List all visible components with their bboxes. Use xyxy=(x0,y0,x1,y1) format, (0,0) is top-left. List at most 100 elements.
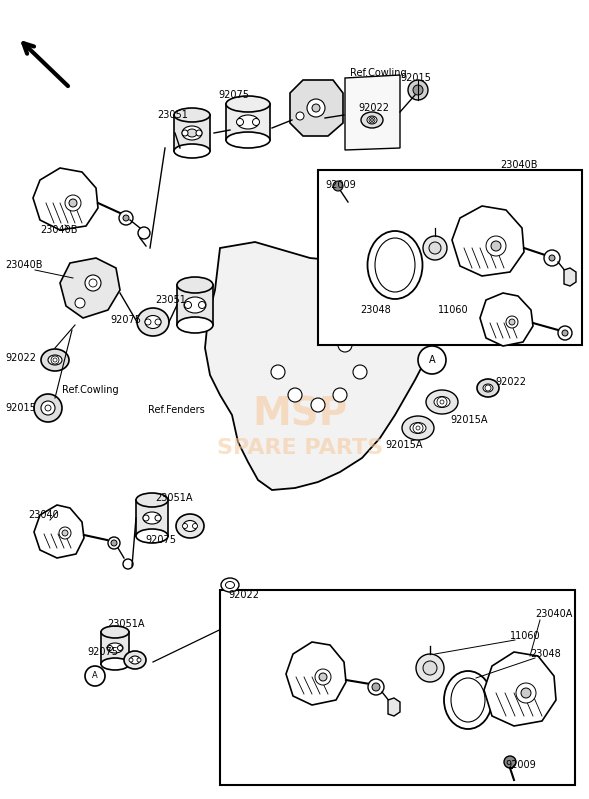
Text: 11060: 11060 xyxy=(510,631,541,641)
Circle shape xyxy=(85,275,101,291)
Ellipse shape xyxy=(136,493,168,507)
Polygon shape xyxy=(388,698,400,716)
Ellipse shape xyxy=(143,512,161,524)
Ellipse shape xyxy=(182,126,202,140)
Ellipse shape xyxy=(361,112,383,128)
Ellipse shape xyxy=(312,104,320,112)
Text: 23040B: 23040B xyxy=(40,225,78,235)
Circle shape xyxy=(353,365,367,379)
Circle shape xyxy=(338,338,352,352)
Circle shape xyxy=(51,356,59,364)
Ellipse shape xyxy=(174,108,210,122)
Text: 23051A: 23051A xyxy=(155,493,193,503)
Text: 23051A: 23051A xyxy=(107,619,144,629)
Ellipse shape xyxy=(426,390,458,414)
Ellipse shape xyxy=(237,115,259,129)
Circle shape xyxy=(271,365,285,379)
Circle shape xyxy=(296,112,304,120)
Circle shape xyxy=(111,540,117,546)
Circle shape xyxy=(504,756,516,768)
Polygon shape xyxy=(286,642,346,705)
Circle shape xyxy=(416,654,444,682)
Circle shape xyxy=(143,515,149,521)
Text: 92022: 92022 xyxy=(228,590,259,600)
Ellipse shape xyxy=(124,651,146,669)
Ellipse shape xyxy=(183,520,197,531)
Circle shape xyxy=(198,301,206,308)
Text: 23040: 23040 xyxy=(28,510,59,520)
Circle shape xyxy=(129,658,133,662)
Text: MSP: MSP xyxy=(252,396,348,434)
Text: 92075: 92075 xyxy=(218,90,249,100)
Ellipse shape xyxy=(226,132,270,148)
Circle shape xyxy=(437,397,447,407)
Text: Ref.Cowling: Ref.Cowling xyxy=(62,385,118,395)
Bar xyxy=(136,500,168,536)
Polygon shape xyxy=(34,505,84,558)
Ellipse shape xyxy=(451,678,485,722)
Polygon shape xyxy=(484,652,556,726)
Text: 92015: 92015 xyxy=(400,73,431,83)
Circle shape xyxy=(119,211,133,225)
Ellipse shape xyxy=(177,277,213,293)
Circle shape xyxy=(413,423,423,433)
Circle shape xyxy=(372,683,380,691)
Polygon shape xyxy=(60,258,120,318)
Bar xyxy=(177,285,213,325)
Circle shape xyxy=(253,118,260,125)
Circle shape xyxy=(193,523,197,528)
Circle shape xyxy=(408,80,428,100)
Circle shape xyxy=(333,388,347,402)
Polygon shape xyxy=(452,206,524,276)
Ellipse shape xyxy=(477,379,499,397)
Bar xyxy=(220,590,575,785)
Text: 92022: 92022 xyxy=(495,377,526,387)
Polygon shape xyxy=(33,168,98,230)
Circle shape xyxy=(429,242,441,254)
Ellipse shape xyxy=(367,116,377,124)
Circle shape xyxy=(183,523,187,528)
Polygon shape xyxy=(345,75,400,150)
Circle shape xyxy=(184,301,191,308)
Circle shape xyxy=(549,255,555,261)
Circle shape xyxy=(544,250,560,266)
Circle shape xyxy=(69,199,77,207)
Text: 23048: 23048 xyxy=(530,649,561,659)
Circle shape xyxy=(117,646,123,650)
Circle shape xyxy=(138,227,150,239)
Ellipse shape xyxy=(136,529,168,543)
Ellipse shape xyxy=(444,671,492,729)
Text: 92022: 92022 xyxy=(5,353,36,363)
Ellipse shape xyxy=(307,99,325,117)
Circle shape xyxy=(155,515,161,521)
Circle shape xyxy=(53,358,57,362)
Circle shape xyxy=(423,661,437,675)
Circle shape xyxy=(370,118,373,121)
Ellipse shape xyxy=(434,396,450,407)
Ellipse shape xyxy=(177,317,213,333)
Ellipse shape xyxy=(130,656,140,664)
Text: 92075: 92075 xyxy=(110,315,141,325)
Circle shape xyxy=(521,688,531,698)
Text: 92015A: 92015A xyxy=(385,440,422,450)
Text: 92009: 92009 xyxy=(325,180,356,190)
Bar xyxy=(318,170,582,345)
Circle shape xyxy=(196,130,202,136)
Polygon shape xyxy=(564,268,576,286)
Circle shape xyxy=(506,316,518,328)
Circle shape xyxy=(123,559,133,569)
Polygon shape xyxy=(290,80,343,136)
Bar xyxy=(226,104,270,140)
Ellipse shape xyxy=(107,643,123,653)
Circle shape xyxy=(108,537,120,549)
Text: A: A xyxy=(92,671,98,681)
Circle shape xyxy=(108,646,112,650)
Text: 92015: 92015 xyxy=(5,403,36,413)
Ellipse shape xyxy=(48,355,62,365)
Circle shape xyxy=(65,195,81,211)
Circle shape xyxy=(486,236,506,256)
Circle shape xyxy=(62,530,68,536)
Text: Ref.Cowling: Ref.Cowling xyxy=(350,68,406,78)
Text: 92075: 92075 xyxy=(145,535,176,545)
Text: A: A xyxy=(429,355,435,365)
